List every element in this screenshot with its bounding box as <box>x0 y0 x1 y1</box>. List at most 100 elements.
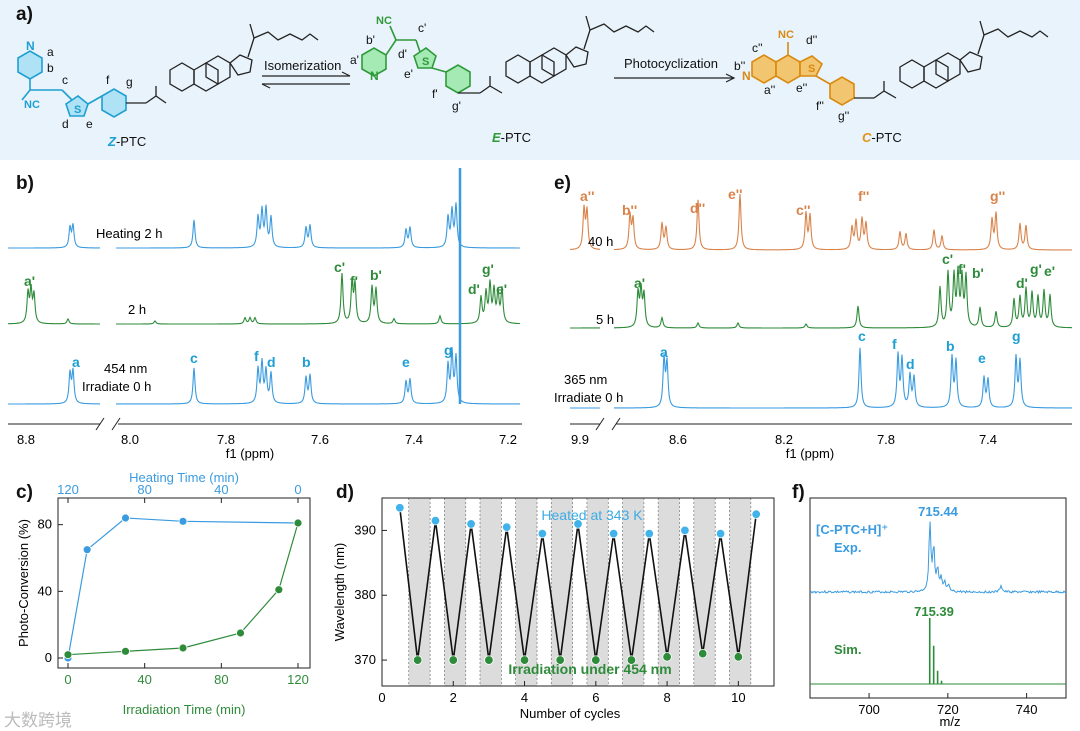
peak-label: f <box>254 348 259 364</box>
y-tick-label: 380 <box>354 587 376 602</box>
peak-label: c' <box>942 251 953 267</box>
peak-label: d <box>906 356 915 372</box>
scheme-name-e: E-PTC <box>492 130 531 145</box>
data-point-irradiated <box>733 652 744 662</box>
nmr-trace-middle <box>570 265 1072 329</box>
trace-label: 40 h <box>588 234 613 249</box>
nmr-trace-top <box>569 193 1072 251</box>
c-pyridine-ring <box>751 54 777 84</box>
tick-label: 8.8 <box>17 432 35 447</box>
tick-label: 7.4 <box>405 432 423 447</box>
label-e-f: f' <box>432 87 438 101</box>
data-point-heated <box>537 528 548 539</box>
data-point-irradiated <box>412 655 423 665</box>
peak-label: a'' <box>580 188 594 204</box>
data-point-irradiated <box>519 655 530 665</box>
peak-label: a <box>660 344 668 360</box>
scheme-name-z: Z-PTC <box>107 134 146 149</box>
data-point-heated <box>502 522 512 532</box>
label-c-b: b'' <box>734 59 745 73</box>
label-c-a: a'' <box>764 83 775 97</box>
c-thiophene-ring <box>799 55 824 77</box>
x-tick-label: 740 <box>1016 702 1038 717</box>
peak-label: e'' <box>728 186 742 202</box>
reaction-scheme: a b c d e f g N NC S Z-PTC Isomerization… <box>17 15 1049 149</box>
atom-z-nc: NC <box>24 99 40 111</box>
peak-label: c' <box>334 259 345 275</box>
peak-label: f' <box>958 261 966 277</box>
atom-z-s: S <box>74 104 81 116</box>
y-tick-label: 390 <box>354 522 376 537</box>
peak-label: f' <box>350 273 358 289</box>
nmr-trace-top <box>8 202 520 249</box>
data-point-irradiated <box>591 655 601 665</box>
panel-letter-f: f) <box>792 482 805 503</box>
tick-label: 7.2 <box>499 432 517 447</box>
label-e-b: b' <box>366 33 375 47</box>
peak-label: g <box>444 342 453 358</box>
c-cholesteryl <box>899 20 1049 89</box>
tick-label: 7.8 <box>217 432 235 447</box>
label-z-b: b <box>47 61 54 75</box>
data-point <box>121 646 130 656</box>
data-point-heated <box>608 528 619 539</box>
z-ester-linker <box>126 86 167 104</box>
z-pyridine-ring <box>17 50 43 80</box>
x2-tick-label: 120 <box>57 482 79 497</box>
data-point <box>236 628 245 638</box>
x-axis-label: f1 (ppm) <box>226 446 274 461</box>
data-point <box>274 585 284 595</box>
tick-label: 8.2 <box>775 432 793 447</box>
data-point-heated <box>466 519 476 529</box>
peak-label: d <box>267 354 276 370</box>
trace-label: 365 nm <box>564 372 607 387</box>
tick-label: 8.0 <box>121 432 139 447</box>
data-point <box>293 518 303 528</box>
atom-c-nc: NC <box>778 29 794 41</box>
z-ptc-structure <box>17 50 127 118</box>
data-point <box>121 513 130 523</box>
e-pyridine-ring <box>361 47 387 77</box>
plot-frame <box>381 497 775 687</box>
label-c-e: e'' <box>796 81 807 95</box>
x-tick-label: 40 <box>137 672 151 687</box>
c-ester-linker <box>854 81 897 99</box>
tick-label: 7.6 <box>311 432 329 447</box>
sim-peak-label: 715.39 <box>914 604 954 619</box>
y-axis-label: Wavelength (nm) <box>332 543 347 642</box>
panel-letter-b: b) <box>16 173 34 194</box>
data-point <box>82 545 92 555</box>
data-point <box>178 643 188 653</box>
peak-label: a <box>72 354 80 370</box>
ion-label: [C-PTC+H]⁺ <box>816 522 888 537</box>
e-ester-linker <box>458 76 503 94</box>
label-c-d: d'' <box>806 33 817 47</box>
label-c-c: c'' <box>752 41 763 55</box>
peak-label: b <box>302 354 311 370</box>
label-e-a: a' <box>350 53 359 67</box>
x-tick-label: 720 <box>937 702 959 717</box>
axis-break-mark <box>595 417 605 431</box>
data-point-heated <box>395 503 405 513</box>
trace-label: 5 h <box>596 312 614 327</box>
peak-label: c <box>190 350 198 366</box>
peak-label: d' <box>468 281 480 297</box>
x-tick-label: 6 <box>592 690 599 705</box>
peak-label: e <box>978 350 986 366</box>
x2-tick-label: 80 <box>137 482 151 497</box>
panel-letter-d: d) <box>336 482 354 503</box>
peak-label: g'' <box>990 188 1005 204</box>
axis-break-gap <box>100 168 116 408</box>
peak-label: a' <box>634 275 645 291</box>
peak-label: c'' <box>796 202 810 218</box>
label-e-e: e' <box>404 67 413 81</box>
watermark: 大数跨境 <box>4 711 72 730</box>
peak-label: b'' <box>622 202 637 218</box>
data-point-heated <box>680 525 690 536</box>
axis-break-mark <box>95 417 105 431</box>
x-tick-label: 80 <box>214 672 228 687</box>
x-tick-label: 120 <box>287 672 309 687</box>
cycle-band <box>408 498 431 686</box>
atom-e-s: S <box>422 56 429 68</box>
